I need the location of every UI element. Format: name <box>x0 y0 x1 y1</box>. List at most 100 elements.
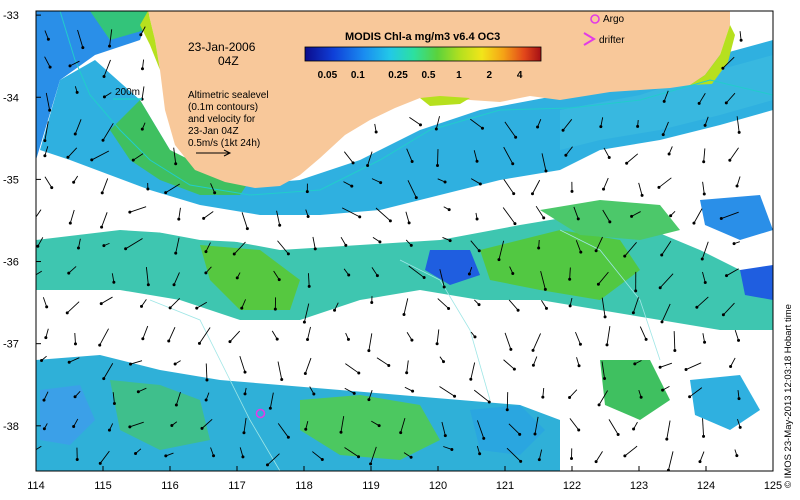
velocity-arrow-head <box>235 276 239 280</box>
velocity-arrow <box>573 206 579 219</box>
velocity-arrow-head <box>375 274 379 278</box>
velocity-arrow-head <box>102 377 106 381</box>
velocity-arrow-head <box>577 364 581 368</box>
velocity-arrow-head <box>697 101 701 105</box>
velocity-arrow <box>267 453 280 466</box>
velocity-arrow <box>506 447 521 462</box>
velocity-arrow-head <box>568 277 572 281</box>
velocity-arrow-head <box>240 306 244 310</box>
velocity-arrow-head <box>213 191 217 195</box>
velocity-arrow-head <box>594 460 598 464</box>
velocity-arrow-head <box>286 435 290 439</box>
velocity-arrow-head <box>597 403 601 407</box>
velocity-arrow-head <box>633 362 637 366</box>
velocity-arrow <box>503 359 515 370</box>
velocity-arrow-head <box>513 222 517 226</box>
velocity-arrow-head <box>737 130 741 134</box>
velocity-arrow <box>703 148 706 162</box>
velocity-arrow-head <box>512 192 516 196</box>
velocity-arrow-head <box>594 249 598 253</box>
velocity-arrow-head <box>43 154 47 158</box>
velocity-arrow-head <box>102 244 106 248</box>
velocity-arrow <box>721 211 739 219</box>
velocity-arrow <box>233 241 246 255</box>
velocity-arrow <box>504 332 512 350</box>
velocity-arrow-head <box>724 101 728 105</box>
velocity-arrow <box>659 362 673 368</box>
velocity-arrow-head <box>170 423 174 427</box>
argo-float-marker[interactable] <box>255 408 266 419</box>
velocity-arrow <box>696 296 709 308</box>
velocity-arrow-head <box>273 307 277 311</box>
velocity-arrow <box>276 210 281 226</box>
velocity-arrow-head <box>703 340 707 344</box>
y-axis: -33 -34 -35 -36 -37 -38 <box>3 10 41 433</box>
velocity-arrow-head <box>268 406 272 410</box>
velocity-arrow <box>229 330 241 342</box>
velocity-arrow <box>243 417 247 433</box>
velocity-arrow-head <box>514 135 518 139</box>
velocity-arrow-head <box>344 243 348 247</box>
velocity-arrow <box>562 119 573 131</box>
velocity-arrow <box>470 362 476 380</box>
velocity-arrow-head <box>351 161 355 165</box>
velocity-arrow <box>91 150 110 161</box>
velocity-arrow-head <box>286 252 290 256</box>
velocity-arrow <box>169 298 181 309</box>
velocity-arrow <box>68 266 77 274</box>
velocity-arrow-head <box>623 454 627 458</box>
velocity-arrow-head <box>75 90 79 94</box>
velocity-arrow-head <box>377 424 381 428</box>
velocity-arrow <box>598 271 609 285</box>
velocity-arrow-head <box>564 153 568 157</box>
velocity-arrow <box>168 327 176 342</box>
velocity-arrow-head <box>509 347 513 351</box>
velocity-arrow-head <box>66 155 70 159</box>
velocity-arrow <box>129 421 144 428</box>
velocity-arrow-head <box>204 271 208 275</box>
velocity-arrow <box>601 361 606 379</box>
velocity-arrow-head <box>450 447 454 451</box>
velocity-arrow <box>142 325 149 339</box>
velocity-arrow <box>196 301 208 309</box>
velocity-arrow-head <box>306 214 310 218</box>
velocity-arrow-head <box>73 342 77 346</box>
velocity-arrow <box>736 116 740 133</box>
velocity-arrow-head <box>366 164 370 168</box>
velocity-arrow <box>109 29 113 47</box>
velocity-arrow-head <box>108 44 112 48</box>
velocity-arrow <box>569 389 578 398</box>
velocity-arrow-head <box>333 308 337 312</box>
velocity-arrow-head <box>453 394 457 398</box>
velocity-arrow <box>44 56 51 68</box>
velocity-arrow <box>406 148 413 162</box>
x-tick-label: 119 <box>362 480 380 492</box>
credit-text: © IMOS 23-May-2013 12:03:18 Hobart time <box>783 304 794 488</box>
velocity-arrow <box>43 391 49 401</box>
svg-text:Altimetric sealevel: Altimetric sealevel <box>188 90 269 101</box>
velocity-arrow-head <box>487 400 491 404</box>
velocity-arrow-head <box>346 337 350 341</box>
velocity-arrow-head <box>570 189 574 193</box>
velocity-arrow <box>44 121 49 141</box>
velocity-arrow <box>343 151 354 164</box>
velocity-arrow-head <box>729 364 733 368</box>
velocity-arrow <box>307 326 311 340</box>
svg-text:23-Jan 04Z: 23-Jan 04Z <box>188 126 239 137</box>
velocity-arrow <box>437 298 449 309</box>
velocity-arrow-head <box>102 95 106 99</box>
velocity-arrow-head <box>387 363 391 367</box>
velocity-arrow-head <box>422 276 426 280</box>
land-mass <box>148 11 730 188</box>
velocity-arrow-head <box>205 378 209 382</box>
velocity-arrow <box>569 418 580 431</box>
velocity-arrow <box>241 212 248 229</box>
velocity-arrow <box>606 326 611 345</box>
velocity-arrow <box>103 363 114 379</box>
velocity-arrow-head <box>407 221 411 225</box>
velocity-arrow-head <box>578 342 582 346</box>
velocity-arrow-head <box>447 208 451 212</box>
velocity-arrow-head <box>475 217 479 221</box>
velocity-arrow-head <box>320 457 324 461</box>
